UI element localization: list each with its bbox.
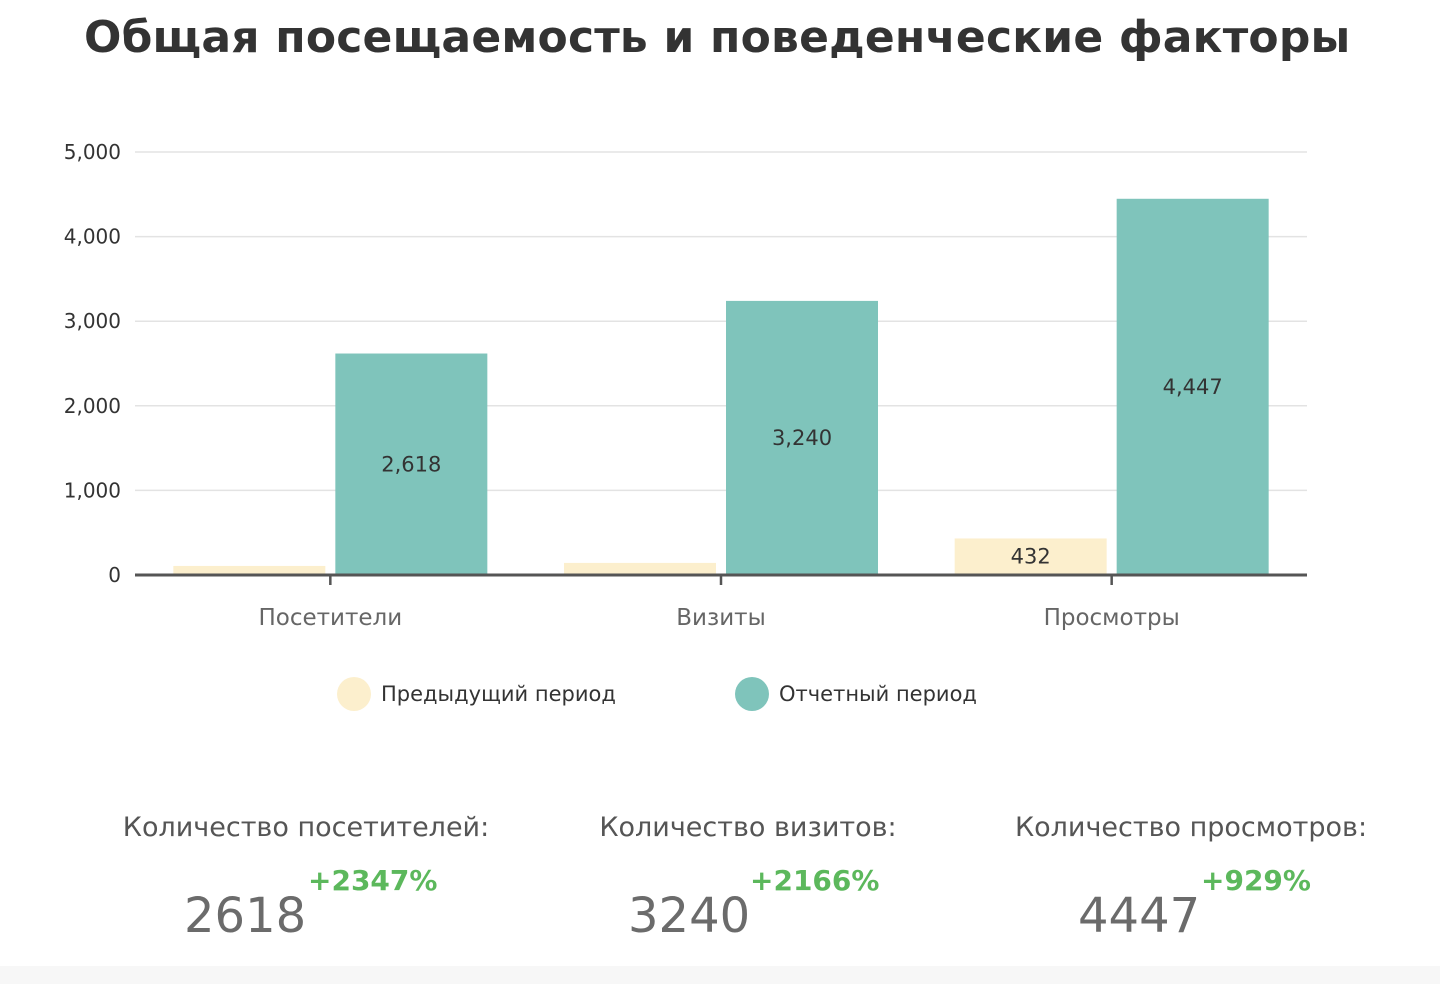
stat-label: Количество просмотров:	[1014, 812, 1368, 843]
footer-strip	[0, 966, 1440, 984]
bar-current	[1116, 198, 1269, 575]
bar-current	[335, 353, 488, 575]
bar-previous	[564, 562, 716, 575]
stat-label: Количество посетителей:	[122, 812, 490, 843]
stat-value: 3240	[628, 888, 751, 944]
y-tick-label: 3,000	[64, 309, 121, 333]
stat-value: 2618	[184, 888, 307, 944]
legend-swatch-current	[735, 677, 769, 711]
x-tick-label: Визиты	[676, 605, 765, 631]
legend-swatch-previous	[337, 677, 371, 711]
x-tick-label: Просмотры	[1044, 605, 1180, 631]
bar-chart: 0 1,000 2,000 3,000 4,000 5,000 2,618 3,240 432…	[64, 140, 1307, 631]
bar-previous	[173, 565, 326, 575]
stat-pageviews: Количество просмотров: 4447 +929%	[951, 812, 1431, 962]
page-title: Общая посещаемость и поведенческие факто…	[84, 12, 1351, 63]
bar-value-label: 432	[1011, 545, 1051, 569]
bar-current	[726, 300, 878, 575]
stat-label: Количество визитов:	[599, 812, 897, 843]
legend-label-previous: Предыдущий период	[381, 682, 616, 706]
stat-change: +929%	[1201, 864, 1311, 897]
y-tick-label: 5,000	[64, 140, 121, 164]
stat-value: 4447	[1078, 888, 1201, 944]
y-tick-label: 2,000	[64, 394, 121, 418]
bar-value-label: 4,447	[1163, 375, 1223, 399]
x-axis	[135, 573, 1307, 585]
y-tick-label: 0	[108, 563, 121, 587]
legend-item-current[interactable]: Отчетный период	[735, 676, 977, 712]
bar-value-label: 2,618	[381, 452, 441, 476]
legend-label-current: Отчетный период	[779, 682, 977, 706]
y-tick-label: 1,000	[64, 478, 121, 502]
chart-bars: 2,618 3,240 432 4,447	[173, 198, 1269, 575]
y-tick-label: 4,000	[64, 225, 121, 249]
stat-change: +2347%	[308, 864, 438, 897]
y-axis-ticks: 0 1,000 2,000 3,000 4,000 5,000	[64, 140, 121, 587]
stat-visits: Количество визитов: 3240 +2166%	[508, 812, 988, 962]
legend-item-previous[interactable]: Предыдущий период	[337, 676, 616, 712]
chart-legend: Предыдущий период Отчетный период	[0, 676, 1440, 712]
bar-previous	[954, 538, 1107, 575]
stat-visitors: Количество посетителей: 2618 +2347%	[66, 812, 546, 962]
bar-value-label: 3,240	[772, 426, 832, 450]
x-tick-label: Посетители	[258, 605, 402, 631]
stat-change: +2166%	[750, 864, 880, 897]
x-axis-ticks: Посетители Визиты Просмотры	[258, 605, 1179, 631]
chart-grid	[135, 151, 1307, 492]
